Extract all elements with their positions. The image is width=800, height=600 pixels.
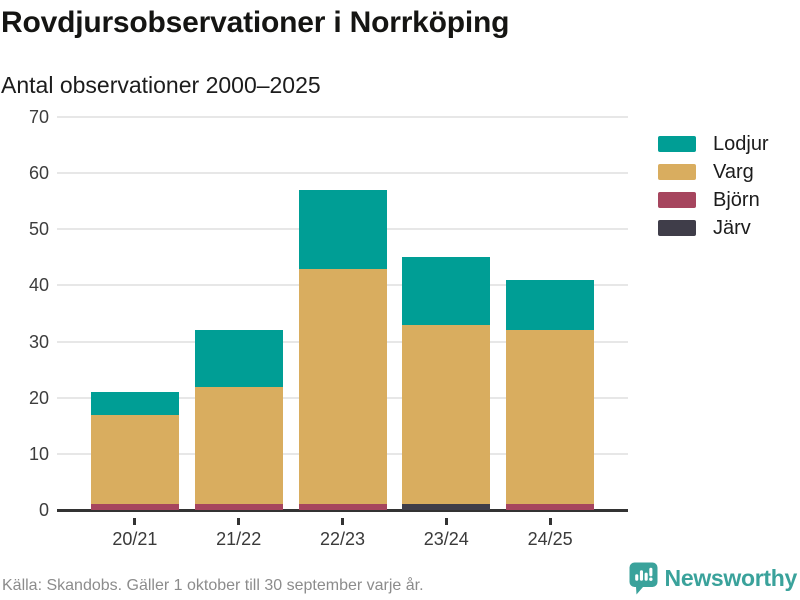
y-axis-label-70: 70 bbox=[28, 107, 49, 127]
bar-segment-varg-22/23 bbox=[298, 268, 387, 505]
x-tick-21/22 bbox=[237, 518, 241, 525]
bar-20/21 bbox=[90, 117, 179, 510]
legend-swatch-järv bbox=[658, 220, 696, 236]
newsworthy-logo-icon bbox=[629, 562, 658, 595]
y-axis-label-20: 20 bbox=[28, 387, 49, 408]
legend-item-varg: Varg bbox=[658, 161, 769, 183]
legend-label-lodjur: Lodjur bbox=[713, 132, 769, 155]
legend-item-järv: Järv bbox=[658, 217, 769, 239]
newsworthy-logo-text: Newsworthy bbox=[664, 565, 798, 591]
x-axis-label-21/22: 21/22 bbox=[216, 529, 262, 549]
x-tick-24/25 bbox=[548, 518, 552, 525]
legend-label-björn: Björn bbox=[713, 188, 760, 211]
bar-23/24 bbox=[402, 117, 491, 510]
newsworthy-logo: Newsworthy bbox=[629, 562, 797, 595]
legend-swatch-lodjur bbox=[658, 136, 696, 152]
x-axis-label-20/21: 20/21 bbox=[112, 529, 158, 549]
legend-item-lodjur: Lodjur bbox=[658, 133, 769, 155]
source-note: Källa: Skandobs. Gäller 1 oktober till 3… bbox=[2, 577, 424, 594]
bar-segment-lodjur-23/24 bbox=[402, 257, 491, 325]
y-axis-label-40: 40 bbox=[28, 275, 49, 296]
bar-22/23 bbox=[298, 117, 387, 510]
bar-segment-björn-21/22 bbox=[194, 504, 283, 510]
bar-segment-lodjur-24/25 bbox=[506, 279, 595, 331]
legend-label-varg: Varg bbox=[713, 160, 754, 183]
gridline-70 bbox=[57, 116, 628, 118]
legend-swatch-varg bbox=[658, 164, 696, 180]
bar-segment-lodjur-22/23 bbox=[298, 190, 387, 269]
x-axis-label-23/24: 23/24 bbox=[423, 529, 469, 549]
legend-item-björn: Björn bbox=[658, 189, 769, 211]
legend-label-järv: Järv bbox=[713, 216, 751, 239]
bar-segment-järv-23/24 bbox=[402, 504, 491, 510]
gridline-60 bbox=[57, 172, 628, 175]
x-tick-20/21 bbox=[133, 518, 137, 525]
bar-segment-björn-20/21 bbox=[90, 504, 179, 510]
x-tick-23/24 bbox=[444, 518, 448, 525]
bar-segment-varg-21/22 bbox=[194, 386, 283, 505]
legend: Lodjur Varg Björn Järv bbox=[658, 133, 769, 248]
bar-segment-varg-23/24 bbox=[402, 324, 491, 505]
bar-segment-lodjur-20/21 bbox=[90, 392, 179, 415]
x-axis-label-22/23: 22/23 bbox=[319, 529, 366, 549]
y-axis-label-60: 60 bbox=[28, 163, 49, 184]
bar-segment-varg-20/21 bbox=[90, 414, 179, 505]
x-axis-line bbox=[57, 509, 628, 512]
bar-segment-varg-24/25 bbox=[506, 330, 595, 505]
y-axis-label-30: 30 bbox=[28, 331, 49, 352]
bar-24/25 bbox=[506, 117, 595, 510]
bar-21/22 bbox=[194, 117, 283, 510]
chart-title: Rovdjursobservationer i Norrköping bbox=[1, 6, 510, 39]
x-tick-22/23 bbox=[341, 518, 344, 525]
bar-segment-lodjur-21/22 bbox=[194, 330, 283, 387]
chart-subtitle: Antal observationer 2000–2025 bbox=[1, 72, 321, 98]
x-axis-label-24/25: 24/25 bbox=[527, 529, 573, 549]
bar-segment-björn-22/23 bbox=[298, 504, 387, 510]
bar-segment-björn-24/25 bbox=[506, 504, 595, 510]
y-axis-label-50: 50 bbox=[28, 219, 49, 240]
y-axis-label-0: 0 bbox=[38, 500, 49, 520]
y-axis-label-10: 10 bbox=[28, 443, 49, 464]
plot-area: 0 10 20 30 40 50 60 70 20/21 21/22 22/23 23/24 24/25 bbox=[29, 107, 628, 549]
legend-swatch-björn bbox=[658, 192, 696, 208]
